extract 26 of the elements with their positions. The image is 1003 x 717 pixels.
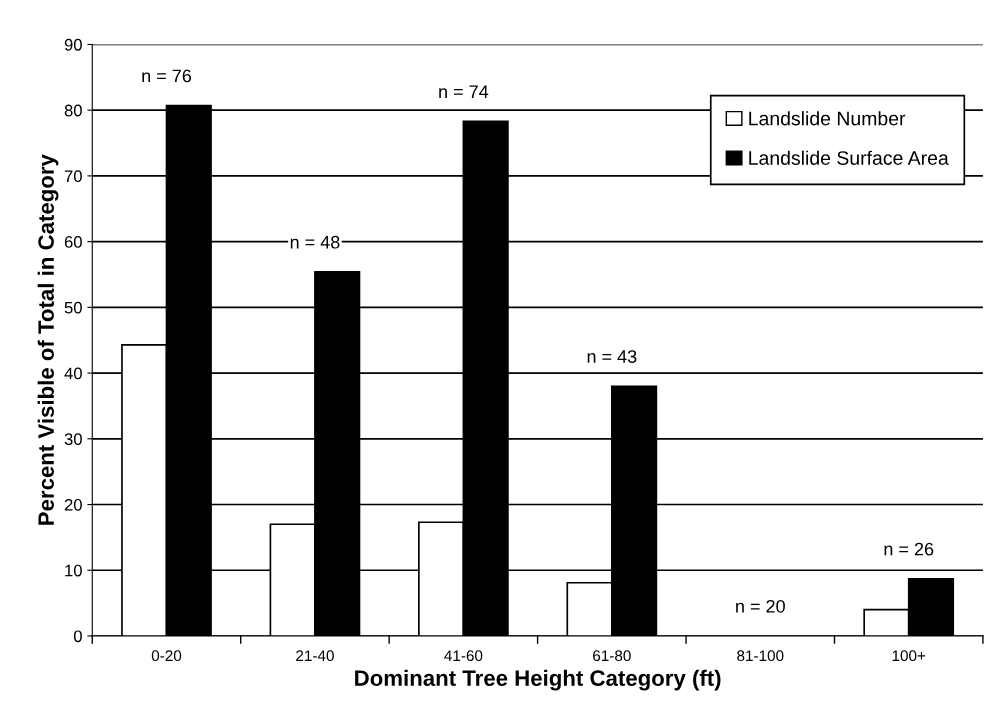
x-tick-label: 100+: [892, 650, 926, 662]
x-tick-label: 81-100: [737, 650, 784, 662]
y-tick-label: 50: [64, 301, 82, 314]
x-tick-label: 21-40: [296, 650, 334, 662]
y-tick-label: 20: [64, 498, 82, 511]
legend-label: Landslide Surface Area: [749, 150, 949, 165]
y-tick-label: 30: [64, 433, 82, 446]
y-axis-title: Percent Visible of Total in Category: [37, 154, 59, 525]
y-tick-label: 40: [64, 367, 82, 380]
y-tick-label: 10: [65, 564, 82, 577]
y-tick-label: 70: [64, 170, 82, 183]
y-tick-label: 80: [64, 104, 82, 117]
x-tick-label: 41-60: [444, 650, 483, 662]
x-tick-label: 61-80: [593, 650, 631, 662]
y-tick-label: 90: [64, 38, 82, 51]
annotation: n = 20: [736, 599, 785, 613]
x-axis-title: Dominant Tree Height Category (ft): [355, 669, 721, 691]
annotation: n = 43: [587, 350, 637, 363]
annotation: n = 26: [884, 542, 934, 556]
x-tick-label: 0-20: [151, 650, 182, 662]
y-tick-label: 0: [73, 630, 82, 643]
annotation: n = 74: [439, 85, 489, 98]
annotation: n = 48: [290, 235, 340, 249]
y-tick-label: 60: [64, 236, 82, 248]
legend-label: Landslide Number: [749, 111, 906, 126]
annotation: n = 76: [142, 69, 192, 83]
